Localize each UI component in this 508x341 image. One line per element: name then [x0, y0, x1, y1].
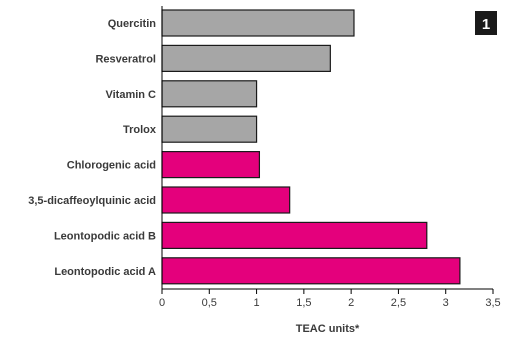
bar-6 — [161, 186, 291, 214]
category-label: Quercitin — [108, 18, 157, 30]
bar-7 — [161, 221, 428, 249]
x-tick-label: 1 — [254, 297, 260, 309]
x-tick-label: 2,5 — [391, 297, 406, 309]
bar-5 — [161, 151, 261, 179]
x-axis-title: TEAC units* — [296, 323, 360, 335]
bar-1 — [161, 9, 355, 37]
category-label: Leontopodic acid A — [54, 266, 156, 278]
category-label: Vitamin C — [105, 89, 156, 101]
x-tick-label: 3 — [443, 297, 449, 309]
bar-2 — [161, 44, 331, 73]
x-tick-label: 2 — [348, 297, 354, 309]
bars-layer — [161, 9, 461, 285]
x-axis-ticks: 0 0,5 1 1,5 2 2,5 3 3,5 — [159, 289, 501, 309]
bar-4 — [161, 115, 258, 143]
bar-3 — [161, 80, 258, 108]
category-label: Leontopodic acid B — [54, 230, 156, 242]
x-tick-label: 0,5 — [202, 297, 217, 309]
category-labels: Quercitin Resveratrol Vitamin C Trolox Chlor… — [28, 18, 157, 278]
category-label: Resveratrol — [95, 53, 156, 65]
category-label: Chlorogenic acid — [67, 160, 156, 172]
category-label: Trolox — [123, 124, 157, 136]
category-label: 3,5-dicaffeoylquinic acid — [28, 195, 156, 207]
badge-background — [475, 11, 497, 35]
x-tick-label: 3,5 — [485, 297, 500, 309]
badge-number: 1 — [482, 16, 490, 33]
x-tick-label: 1,5 — [296, 297, 311, 309]
x-tick-label: 0 — [159, 297, 165, 309]
bar-8 — [161, 257, 461, 285]
figure-number-badge: 1 — [475, 11, 497, 35]
